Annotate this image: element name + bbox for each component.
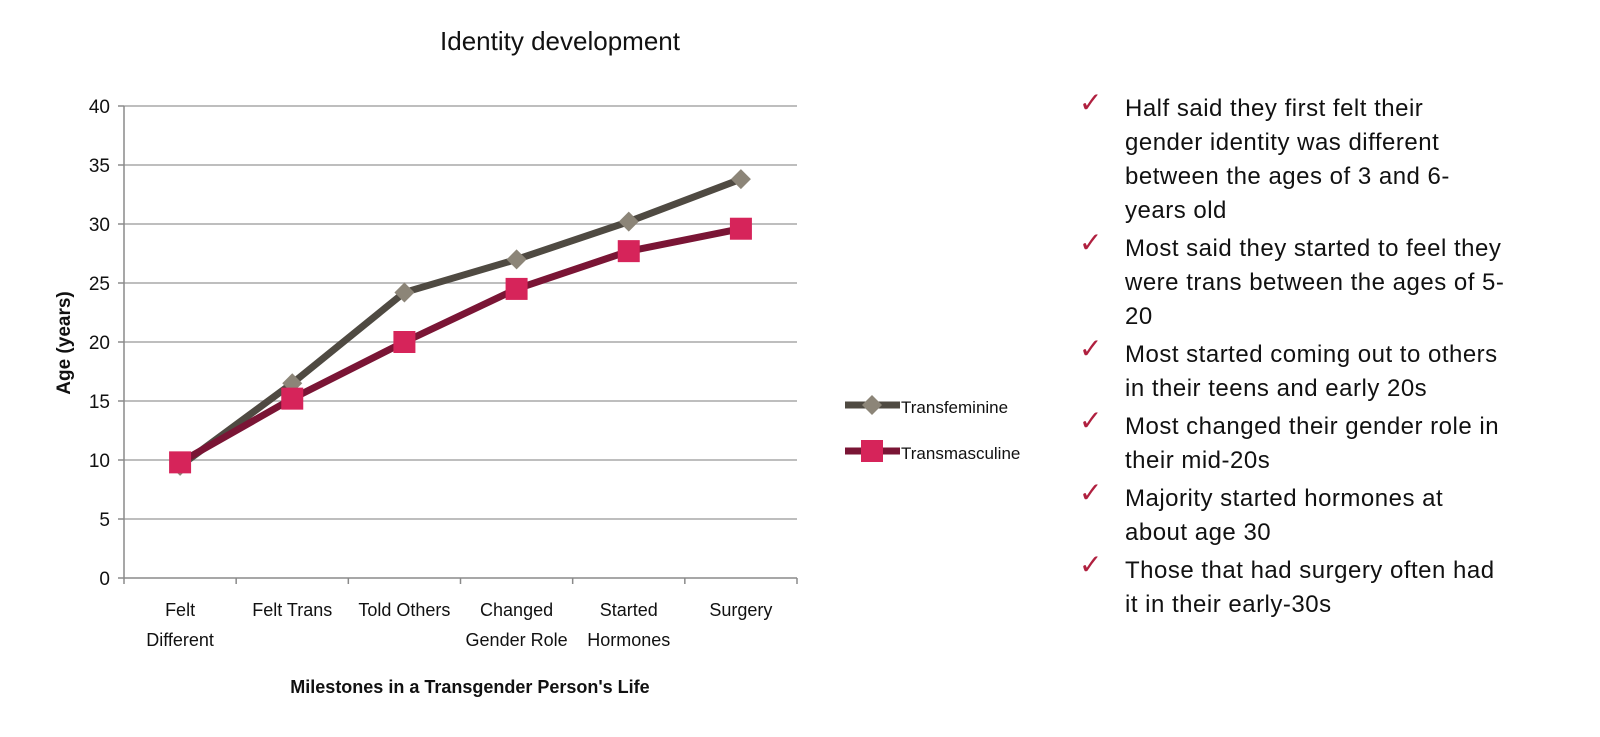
y-tick-label: 5 <box>99 510 110 531</box>
y-axis: 0 5 10 15 20 25 30 35 40 <box>89 97 125 590</box>
finding-text: Those that had surgery often had it in t… <box>1125 557 1495 618</box>
y-tick-label: 0 <box>99 569 110 590</box>
y-tick-label: 25 <box>89 274 110 295</box>
series-group <box>169 169 752 476</box>
x-tick-label: Told Others <box>358 600 450 620</box>
checkmark-icon: ✓ <box>1079 226 1103 259</box>
series-line <box>178 225 742 466</box>
y-tick-label: 10 <box>89 451 110 472</box>
gridlines <box>124 105 797 520</box>
checkmark-icon: ✓ <box>1079 404 1103 437</box>
series-line <box>178 175 743 469</box>
checkmark-icon: ✓ <box>1079 86 1103 119</box>
data-point <box>394 282 415 303</box>
data-point <box>618 211 639 232</box>
finding-item: ✓ Those that had surgery often had it in … <box>1075 548 1575 622</box>
finding-text: Majority started hormones at about age 3… <box>1125 485 1444 546</box>
legend-label: Transmasculine <box>901 444 1020 463</box>
finding-text: Most said they started to feel they were… <box>1125 235 1505 330</box>
data-point <box>505 277 528 300</box>
y-tick-label: 20 <box>89 333 110 354</box>
x-tick-label: Surgery <box>709 600 772 620</box>
data-point <box>617 240 640 263</box>
finding-text: Most started coming out to others in the… <box>1125 341 1498 402</box>
checkmark-icon: ✓ <box>1079 548 1103 581</box>
data-point <box>281 387 304 410</box>
x-tick-label: Felt <box>165 600 195 620</box>
x-tick-label: Started <box>600 600 658 620</box>
data-point <box>393 331 416 353</box>
x-tick-label: Hormones <box>587 630 670 650</box>
finding-item: ✓ Most started coming out to others in th… <box>1075 332 1575 406</box>
y-axis-label: Age (years) <box>54 291 75 395</box>
y-tick-label: 40 <box>89 97 110 118</box>
y-tick-label: 35 <box>89 156 110 177</box>
line-chart: Identity development 0 5 10 15 20 25 30 35 40 Fe… <box>54 26 1020 697</box>
checkmark-icon: ✓ <box>1079 332 1103 365</box>
legend: Transfeminine Transmasculine <box>845 395 1020 463</box>
x-tick-label: Different <box>146 630 214 650</box>
finding-item: ✓ Half said they first felt their gender … <box>1075 86 1575 228</box>
data-point <box>169 451 192 474</box>
finding-item: ✓ Most changed their gender role in their… <box>1075 404 1575 478</box>
x-tick-label: Gender Role <box>466 630 568 650</box>
data-point <box>730 169 751 190</box>
data-point <box>506 249 527 270</box>
legend-marker <box>862 395 882 415</box>
y-tick-label: 30 <box>89 215 110 236</box>
finding-item: ✓ Most said they started to feel they wer… <box>1075 226 1575 334</box>
data-point <box>729 217 752 240</box>
finding-item: ✓ Majority started hormones at about age … <box>1075 476 1575 550</box>
chart-title: Identity development <box>440 26 681 56</box>
y-tick-label: 15 <box>89 392 110 413</box>
finding-text: Half said they first felt their gender i… <box>1125 95 1450 224</box>
legend-label: Transfeminine <box>901 398 1008 417</box>
checkmark-icon: ✓ <box>1079 476 1103 509</box>
series-transmasculine <box>169 217 752 474</box>
series-transfeminine <box>170 169 751 476</box>
x-tick-label: Felt Trans <box>252 600 332 620</box>
x-axis: Felt Different Felt Trans Told Others Change… <box>123 577 798 650</box>
x-tick-label: Changed <box>480 600 553 620</box>
x-axis-label: Milestones in a Transgender Person's Lif… <box>290 677 649 697</box>
findings-list: ✓ Half said they first felt their gender … <box>1075 86 1575 624</box>
finding-text: Most changed their gender role in their … <box>1125 413 1500 474</box>
legend-marker <box>861 440 883 462</box>
